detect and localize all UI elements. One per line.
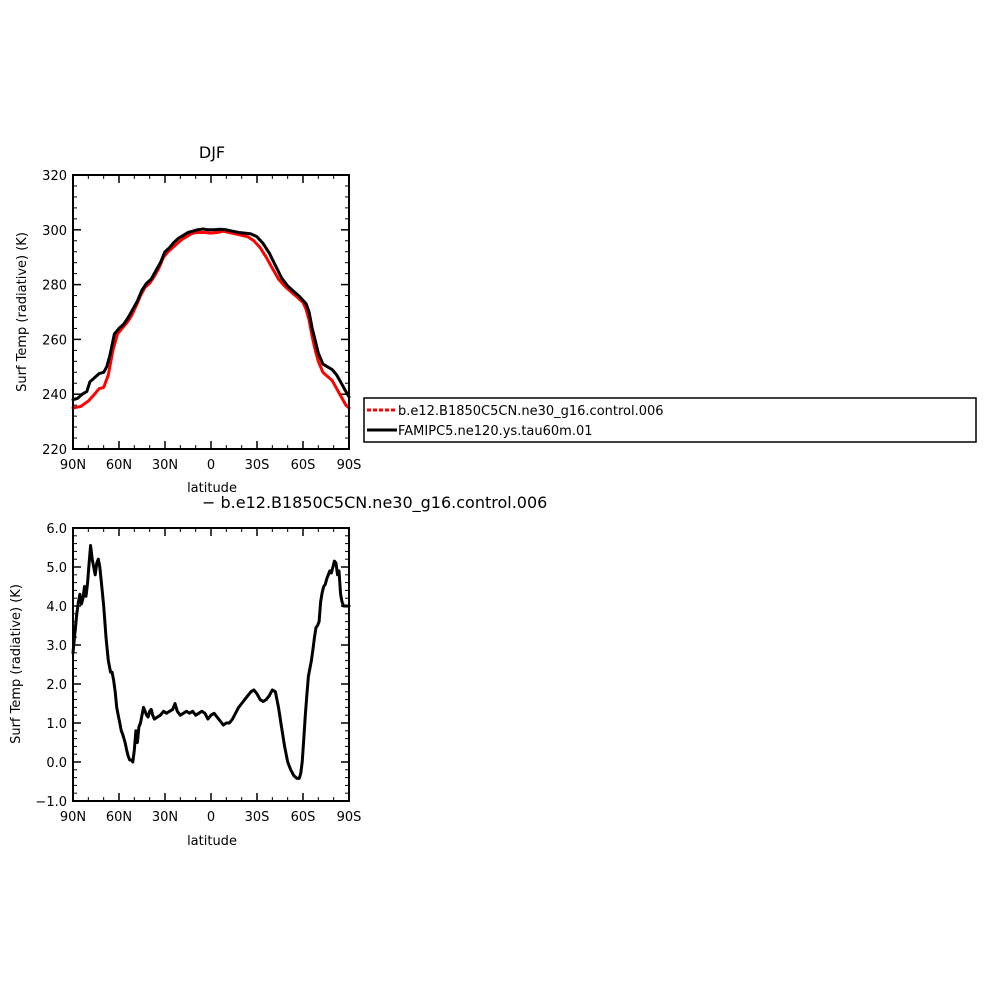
bottom-panel: − b.e12.B1850C5CN.ne30_g16.control.006 9… <box>9 493 547 849</box>
top-y-tick-label: 320 <box>42 169 67 184</box>
top-x-tick-label: 60N <box>106 458 132 473</box>
legend-label-series-1: b.e12.B1850C5CN.ne30_g16.control.006 <box>398 404 664 419</box>
top-x-tick-label: 0 <box>207 458 215 473</box>
bottom-x-tick-label: 60S <box>291 810 316 825</box>
bottom-y-axis-title: Surf Temp (radiative) (K) <box>9 584 24 744</box>
bottom-plot-frame <box>72 527 350 802</box>
bottom-y-tick-label: 0.0 <box>46 756 67 771</box>
top-x-tick-label: 30S <box>245 458 270 473</box>
bottom-y-tick-label: 4.0 <box>46 600 67 615</box>
top-y-tick-label: 280 <box>42 279 67 294</box>
bottom-y-tick-label: −1.0 <box>35 795 67 810</box>
top-x-tick-label: 30N <box>152 458 178 473</box>
top-y-tick-label: 300 <box>42 224 67 239</box>
top-title: DJF <box>199 143 225 162</box>
bottom-x-tick-label: 90S <box>337 810 362 825</box>
top-plot-frame <box>72 174 350 450</box>
top-ticks: 90N 60N 30N 0 30S 60S 90S 220 240 260 280 300 320 <box>42 169 361 473</box>
top-panel: DJF 90N 60N 30N 0 30S 60S 90S 220 240 260 280 300 32… <box>15 143 361 496</box>
bottom-x-tick-label: 30S <box>245 810 270 825</box>
bottom-x-tick-label: 90N <box>60 810 86 825</box>
bottom-x-tick-label: 0 <box>207 810 215 825</box>
legend: b.e12.B1850C5CN.ne30_g16.control.006 FAM… <box>363 397 977 443</box>
top-series <box>71 227 351 410</box>
bottom-series <box>71 544 351 780</box>
top-x-tick-label: 90N <box>60 458 86 473</box>
bottom-x-tick-label: 30N <box>152 810 178 825</box>
legend-label-series-2: FAMIPC5.ne120.ys.tau60m.01 <box>398 424 593 439</box>
top-series-line-2 <box>71 227 351 402</box>
bottom-y-tick-label: 6.0 <box>46 522 67 537</box>
bottom-series-line-1 <box>71 544 351 780</box>
bottom-ticks: 90N 60N 30N 0 30S 60S 90S −1.0 0.0 1.0 2.0 3.0 4.0 5.… <box>35 522 361 825</box>
top-y-tick-label: 240 <box>42 388 67 403</box>
bottom-x-tick-label: 60N <box>106 810 132 825</box>
legend-box <box>363 397 977 443</box>
bottom-y-tick-label: 1.0 <box>46 717 67 732</box>
top-y-tick-label: 260 <box>42 333 67 348</box>
top-x-axis-title: latitude <box>187 481 237 496</box>
top-x-tick-label: 60S <box>291 458 316 473</box>
bottom-caption: − b.e12.B1850C5CN.ne30_g16.control.006 <box>202 493 547 513</box>
bottom-y-tick-label: 3.0 <box>46 639 67 654</box>
top-series-line-1 <box>71 229 351 410</box>
bottom-y-tick-label: 2.0 <box>46 678 67 693</box>
top-x-tick-label: 90S <box>337 458 362 473</box>
bottom-y-tick-label: 5.0 <box>46 561 67 576</box>
top-y-tick-label: 220 <box>42 443 67 458</box>
top-y-axis-title: Surf Temp (radiative) (K) <box>15 232 30 392</box>
bottom-x-axis-title: latitude <box>187 834 237 849</box>
